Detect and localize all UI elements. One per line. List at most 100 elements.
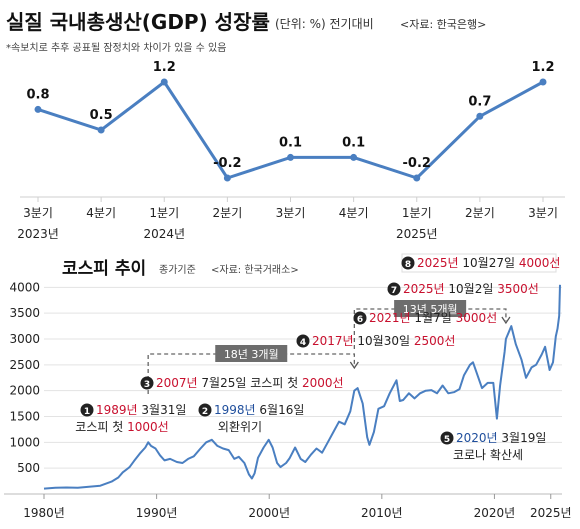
- kospi-x-tick-label: 2000년: [248, 506, 290, 520]
- kospi-annotation-part: 2017년: [312, 334, 354, 348]
- kospi-annotation-number: 8: [405, 260, 411, 270]
- kospi-annotation-part: 6월16일: [256, 403, 305, 417]
- kospi-source: <자료: 한국거래소>: [211, 264, 299, 276]
- kospi-annotation-text: 2021년 1월7일 3000선: [369, 311, 497, 325]
- kospi-annotation-part: 2007년: [156, 376, 198, 390]
- kospi-title: 코스피 추이: [62, 259, 146, 279]
- kospi-annotation-number: 2: [202, 407, 208, 417]
- kospi-annotation-badge: [440, 431, 454, 445]
- kospi-annotation-part: 외환위기: [218, 420, 262, 434]
- kospi-annotation-text: 2025년 10월27일 4000선: [417, 256, 560, 270]
- kospi-x-tick-label: 2020년: [474, 506, 516, 520]
- kospi-annotation-text-line2: 코스피 첫 1000선: [75, 420, 168, 434]
- kospi-y-tick-label: 2500: [9, 358, 40, 372]
- kospi-annotation-part: 3000선: [456, 311, 498, 325]
- gdp-title: 실질 국내총생산(GDP) 성장률: [6, 10, 270, 34]
- kospi-span-label-box: [394, 300, 467, 317]
- gdp-data-label: -0.2: [213, 156, 241, 171]
- kospi-annotation-text: 2007년 7월25일 코스피 첫 2000선: [156, 376, 344, 390]
- kospi-annotation-part: 10월2일: [445, 282, 498, 296]
- gdp-point: [476, 112, 484, 120]
- gdp-point: [539, 78, 547, 86]
- gdp-data-label: 0.1: [279, 135, 302, 150]
- kospi-y-tick-label: 2000: [9, 384, 40, 398]
- kospi-series-line: [43, 284, 561, 490]
- kospi-y-tick-label: 3000: [9, 332, 40, 346]
- gdp-unit: (단위: %) 전기대비: [275, 17, 374, 31]
- kospi-annotation-part: 1989년: [96, 403, 138, 417]
- kospi-annotation-part: 10월30일: [354, 334, 414, 348]
- gdp-data-label: 0.7: [468, 94, 491, 109]
- gdp-x-tick-label: 3분기: [23, 206, 53, 220]
- kospi-annotation-part: 2020년: [456, 431, 498, 445]
- gdp-x-tick-label: 4분기: [339, 206, 369, 220]
- kospi-x-tick-label: 2025년: [530, 506, 572, 520]
- kospi-x-tick-label: 2010년: [361, 506, 403, 520]
- gdp-x-tick-year: 2023년: [17, 227, 59, 241]
- gdp-x-tick-label: 1분기: [402, 206, 432, 220]
- kospi-annotation-number: 4: [300, 338, 306, 348]
- kospi-annotation-text-line2: 외환위기: [218, 420, 262, 434]
- gdp-series-line: [37, 80, 544, 180]
- kospi-annotation-number: 1: [84, 407, 90, 417]
- kospi-annotation-badge: [387, 282, 401, 296]
- gdp-point: [350, 153, 358, 161]
- kospi-annotation-part: 2021년: [369, 311, 411, 325]
- kospi-annotation-number: 5: [444, 435, 450, 445]
- gdp-x-tick-year: 2024년: [143, 227, 185, 241]
- kospi-annotation-badge: [198, 403, 212, 417]
- kospi-annotation-part: 코스피 첫: [75, 420, 127, 434]
- gdp-x-tick-label: 1분기: [149, 206, 179, 220]
- kospi-annotation-part: 2000선: [302, 376, 344, 390]
- kospi-chart: 4000 3500 3000 2500 2000 1500 1000 500 1980년 1990…: [4, 253, 572, 520]
- gdp-x-tick-label: 3분기: [528, 206, 558, 220]
- kospi-annotation-badge: [353, 311, 367, 325]
- gdp-x-tick-label: 2분기: [213, 206, 243, 220]
- kospi-annotation-part: 10월27일: [459, 256, 519, 270]
- kospi-annotation-part: 4000선: [519, 256, 561, 270]
- gdp-source: <자료: 한국은행>: [400, 18, 486, 31]
- kospi-annotation-part: 2025년: [403, 282, 445, 296]
- kospi-unit: 종가기준: [159, 264, 196, 276]
- kospi-annotation-number: 6: [357, 315, 363, 325]
- kospi-annotation-badge: [80, 403, 94, 417]
- gdp-x-tick-label: 3분기: [276, 206, 306, 220]
- kospi-span-label-box: [215, 345, 288, 362]
- gdp-x-tick-label: 4분기: [86, 206, 116, 220]
- gdp-data-label: 0.1: [342, 135, 365, 150]
- kospi-annotation-part: 1998년: [214, 403, 256, 417]
- kospi-annotation-part: 3500선: [497, 282, 539, 296]
- gdp-x-tick-year: 2025년: [396, 227, 438, 241]
- kospi-annotation-text: 2025년 10월2일 3500선: [403, 282, 539, 296]
- gdp-point: [34, 105, 42, 113]
- gdp-point: [413, 174, 421, 182]
- kospi-annotation-part: 1월7일: [411, 311, 456, 325]
- kospi-span-arrow: [349, 361, 359, 370]
- kospi-annotation-part: 2500선: [414, 334, 456, 348]
- gdp-data-label: 0.5: [90, 108, 113, 123]
- kospi-annotation-part: 3월19일: [498, 431, 547, 445]
- kospi-y-tick-label: 500: [17, 461, 40, 475]
- gdp-point: [287, 153, 294, 161]
- gdp-data-label: 0.8: [26, 87, 49, 102]
- kospi-annotation-text: 1998년 6월16일: [214, 403, 304, 417]
- gdp-chart: 0.8 3분기 2023년 0.5 4분기 1.2 1분기 2024년 -0.2 2분기 0.1 3분…: [17, 60, 565, 241]
- gdp-data-label: -0.2: [403, 156, 431, 171]
- kospi-y-tick-label: 1000: [9, 435, 40, 449]
- gdp-point: [160, 78, 168, 86]
- kospi-annotation-badge: [401, 256, 415, 270]
- kospi-annotation-part: 7월25일 코스피 첫: [198, 376, 302, 390]
- kospi-annotation-badge: [140, 376, 154, 390]
- gdp-data-label: 1.2: [153, 60, 176, 75]
- kospi-annotation-part: 1000선: [127, 420, 169, 434]
- kospi-span-label: 18년 3개월: [224, 348, 279, 361]
- gdp-x-tick-label: 2분기: [465, 206, 495, 220]
- kospi-x-tick-label: 1990년: [136, 506, 178, 520]
- gdp-note: *속보치로 추후 공표될 잠정치와 차이가 있을 수 있음: [6, 42, 226, 54]
- kospi-annotation-badge: [296, 334, 310, 348]
- kospi-span-label: 13년 5개월: [403, 303, 458, 316]
- kospi-annotation-number: 3: [144, 380, 150, 390]
- gdp-point: [97, 126, 105, 134]
- kospi-annotation-number: 7: [391, 286, 397, 296]
